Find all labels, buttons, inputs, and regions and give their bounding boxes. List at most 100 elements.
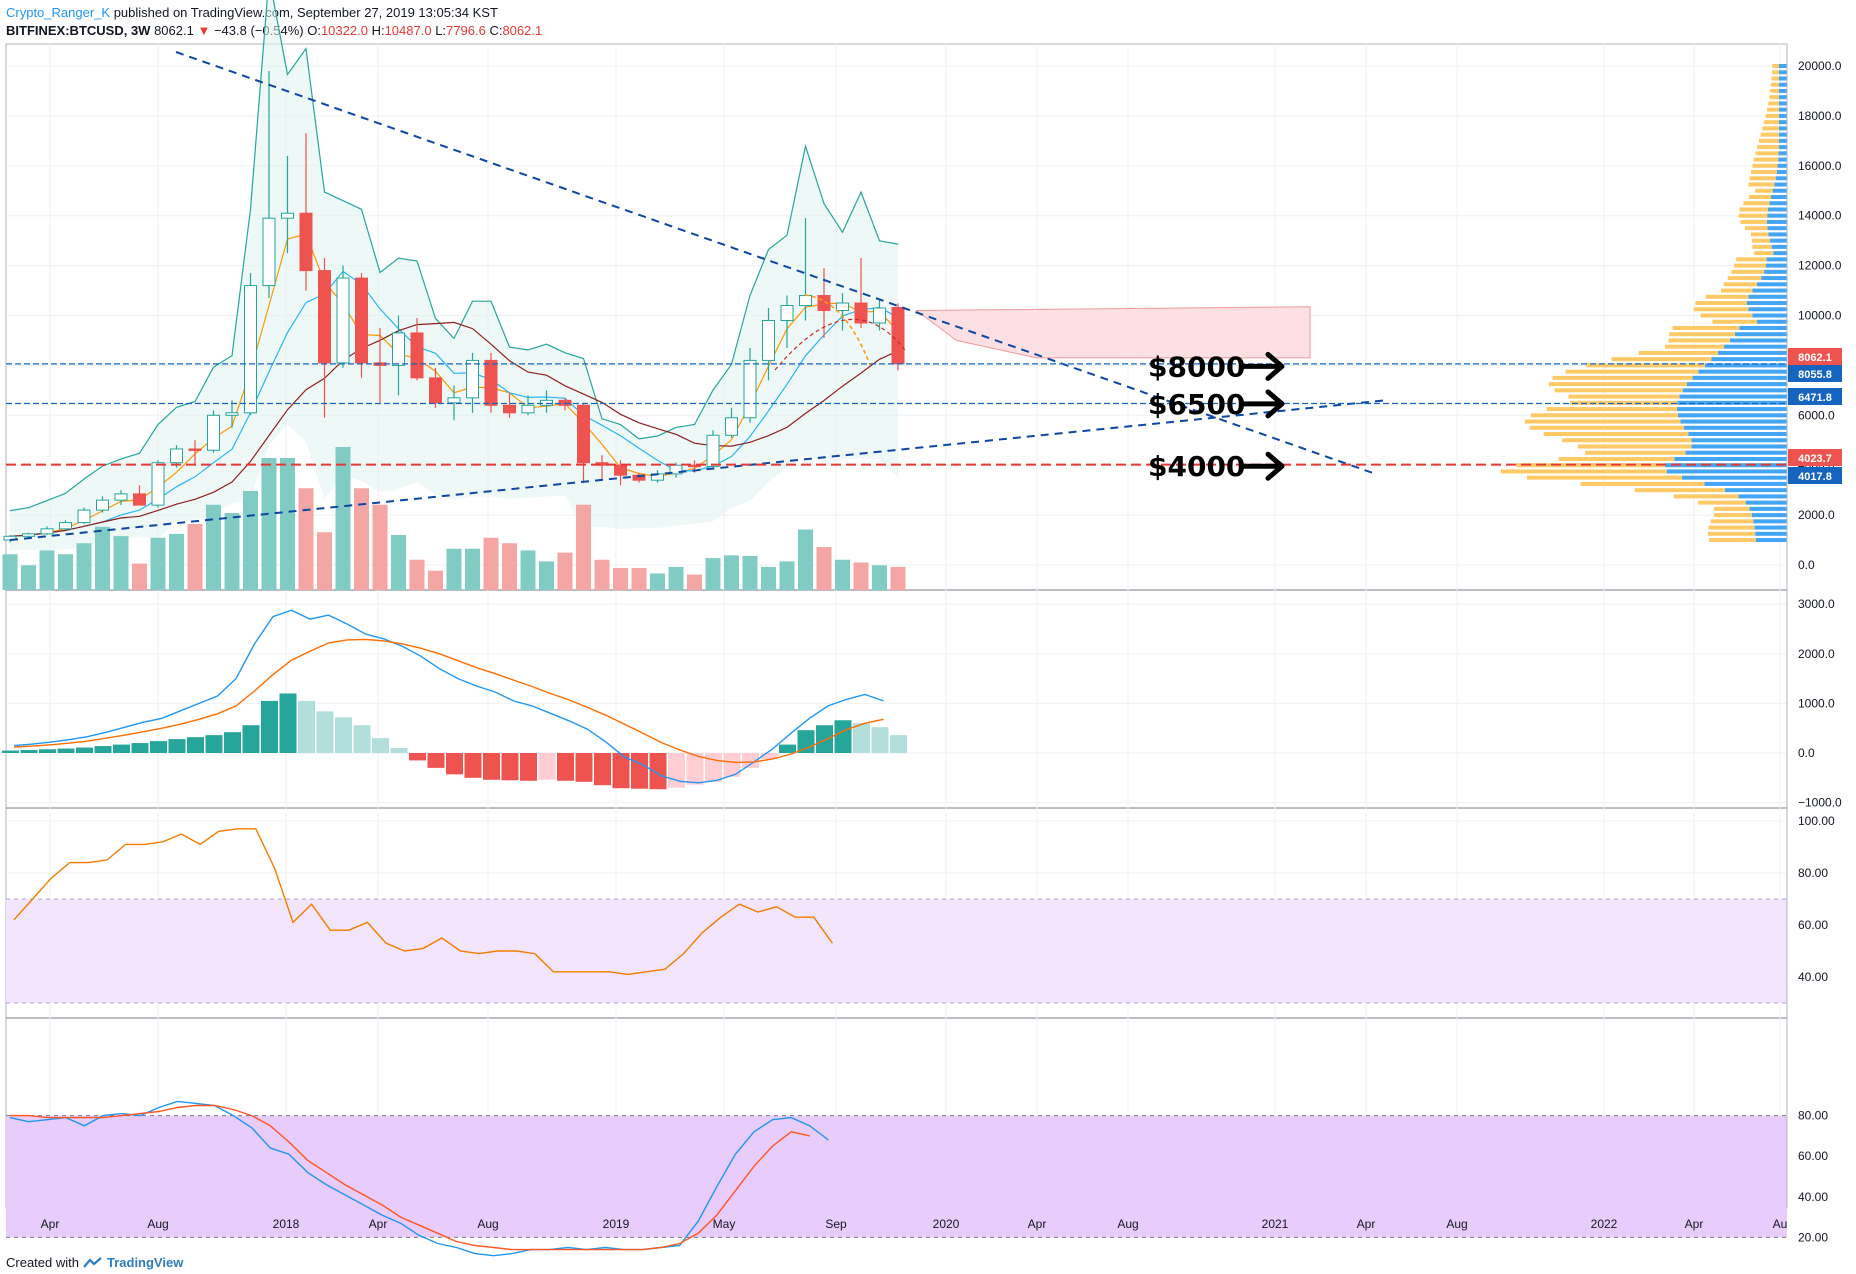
price-tag [1788,348,1842,365]
author-link[interactable]: Crypto_Ranger_K [6,5,111,20]
candle[interactable] [854,258,868,328]
macd-histogram-bar [76,747,93,753]
candle[interactable] [780,295,794,348]
candle[interactable] [577,402,590,483]
candle[interactable] [725,407,738,438]
macd-histogram-bar [446,753,463,775]
candlesticks[interactable] [3,70,905,543]
volume-bar [58,554,73,590]
vp-bar-up [1680,419,1787,424]
candle[interactable] [355,273,368,378]
vp-bar-up [1674,456,1787,461]
vp-bar-down [1767,107,1779,112]
vp-bar-down [1695,301,1747,306]
vp-bar-down [1673,494,1739,499]
macd-pane[interactable] [2,609,907,790]
macd-histogram-bar [686,753,704,785]
candle[interactable] [299,133,313,291]
low-label: L: [435,23,447,38]
time-axis-label: 2021 [1262,1217,1289,1231]
candle[interactable] [836,293,849,331]
vp-bar-up [1769,238,1787,243]
macd-histogram-bar [853,723,870,753]
candle[interactable] [540,390,553,413]
candle[interactable] [151,460,165,508]
candle[interactable] [521,395,535,416]
stoch-band-fill [6,1115,1787,1238]
candle[interactable] [466,352,479,413]
candle[interactable] [262,70,276,299]
macd-histogram-bar [131,743,149,753]
vp-bar-up [1779,76,1787,81]
time-axis-label: Aug [477,1217,498,1231]
vp-bar-up [1686,382,1787,387]
volume-bar [483,537,499,590]
candle[interactable] [410,317,424,381]
candle-body [355,277,368,364]
candle[interactable] [336,265,350,368]
candle[interactable] [614,460,627,486]
candle[interactable] [706,430,720,468]
candle[interactable] [96,496,109,513]
candle[interactable] [77,507,91,524]
publish-info: published on TradingView.com, September … [113,5,498,20]
candle-body [225,412,239,416]
vp-bar-up [1778,101,1787,106]
projection-path-orange [804,294,871,366]
candle[interactable] [484,352,498,413]
vp-bar-up [1677,400,1787,405]
vp-bar-down [1577,444,1692,449]
candle[interactable] [207,410,220,453]
price-axis-label: 20000.0 [1798,59,1842,73]
vp-bar-down [1760,132,1779,137]
tradingview-brand[interactable]: TradingView [106,1255,184,1270]
candle[interactable] [114,490,128,506]
volume-bar [335,447,351,590]
candle[interactable] [447,385,461,421]
vp-bar-up [1775,176,1787,181]
candle[interactable] [873,300,886,331]
candle[interactable] [59,520,72,531]
macd-histogram-bar [742,753,759,768]
volume-bar [465,548,480,590]
candle[interactable] [133,485,146,506]
macd-histogram-bar [557,753,574,781]
time-axis-label: 2020 [933,1217,960,1231]
volume-bar [169,533,184,590]
stoch-rsi-pane[interactable] [6,1100,1787,1257]
volume-bar [631,568,647,590]
candle[interactable] [22,532,35,538]
candle[interactable] [392,315,405,396]
macd-histogram-bar [279,693,297,753]
candle[interactable] [244,273,257,416]
vp-bar-up [1757,282,1787,287]
vp-bar-up [1767,213,1787,218]
candle[interactable] [40,526,54,536]
ascending-trendline [9,399,1386,542]
macd-histogram-bar [168,739,186,753]
price-axis-label: 0.0 [1798,558,1815,572]
macd-line [13,609,884,784]
volume-bar [132,563,147,590]
level-label: $8000 [1148,350,1245,383]
volume-bar [317,532,332,590]
drawing-tools[interactable] [6,51,1787,542]
macd-histogram-bar [427,753,445,768]
volume-bar [742,555,758,590]
high-label: H: [371,23,385,38]
candle[interactable] [429,367,442,408]
candle[interactable] [891,303,905,371]
candle[interactable] [762,308,775,381]
candle[interactable] [281,155,294,254]
level-label: $4000 [1148,450,1245,483]
candle[interactable] [225,400,239,428]
candle[interactable] [503,392,516,418]
arrow-right-icon [1239,451,1285,481]
price-tag [1788,467,1842,484]
candle[interactable] [188,440,202,466]
price-axis-label: 2000.0 [1798,508,1835,522]
symbol-label[interactable]: BITFINEX:BTCUSD, 3W [6,23,151,38]
rsi-pane[interactable] [6,828,1787,1004]
candle[interactable] [318,258,331,418]
